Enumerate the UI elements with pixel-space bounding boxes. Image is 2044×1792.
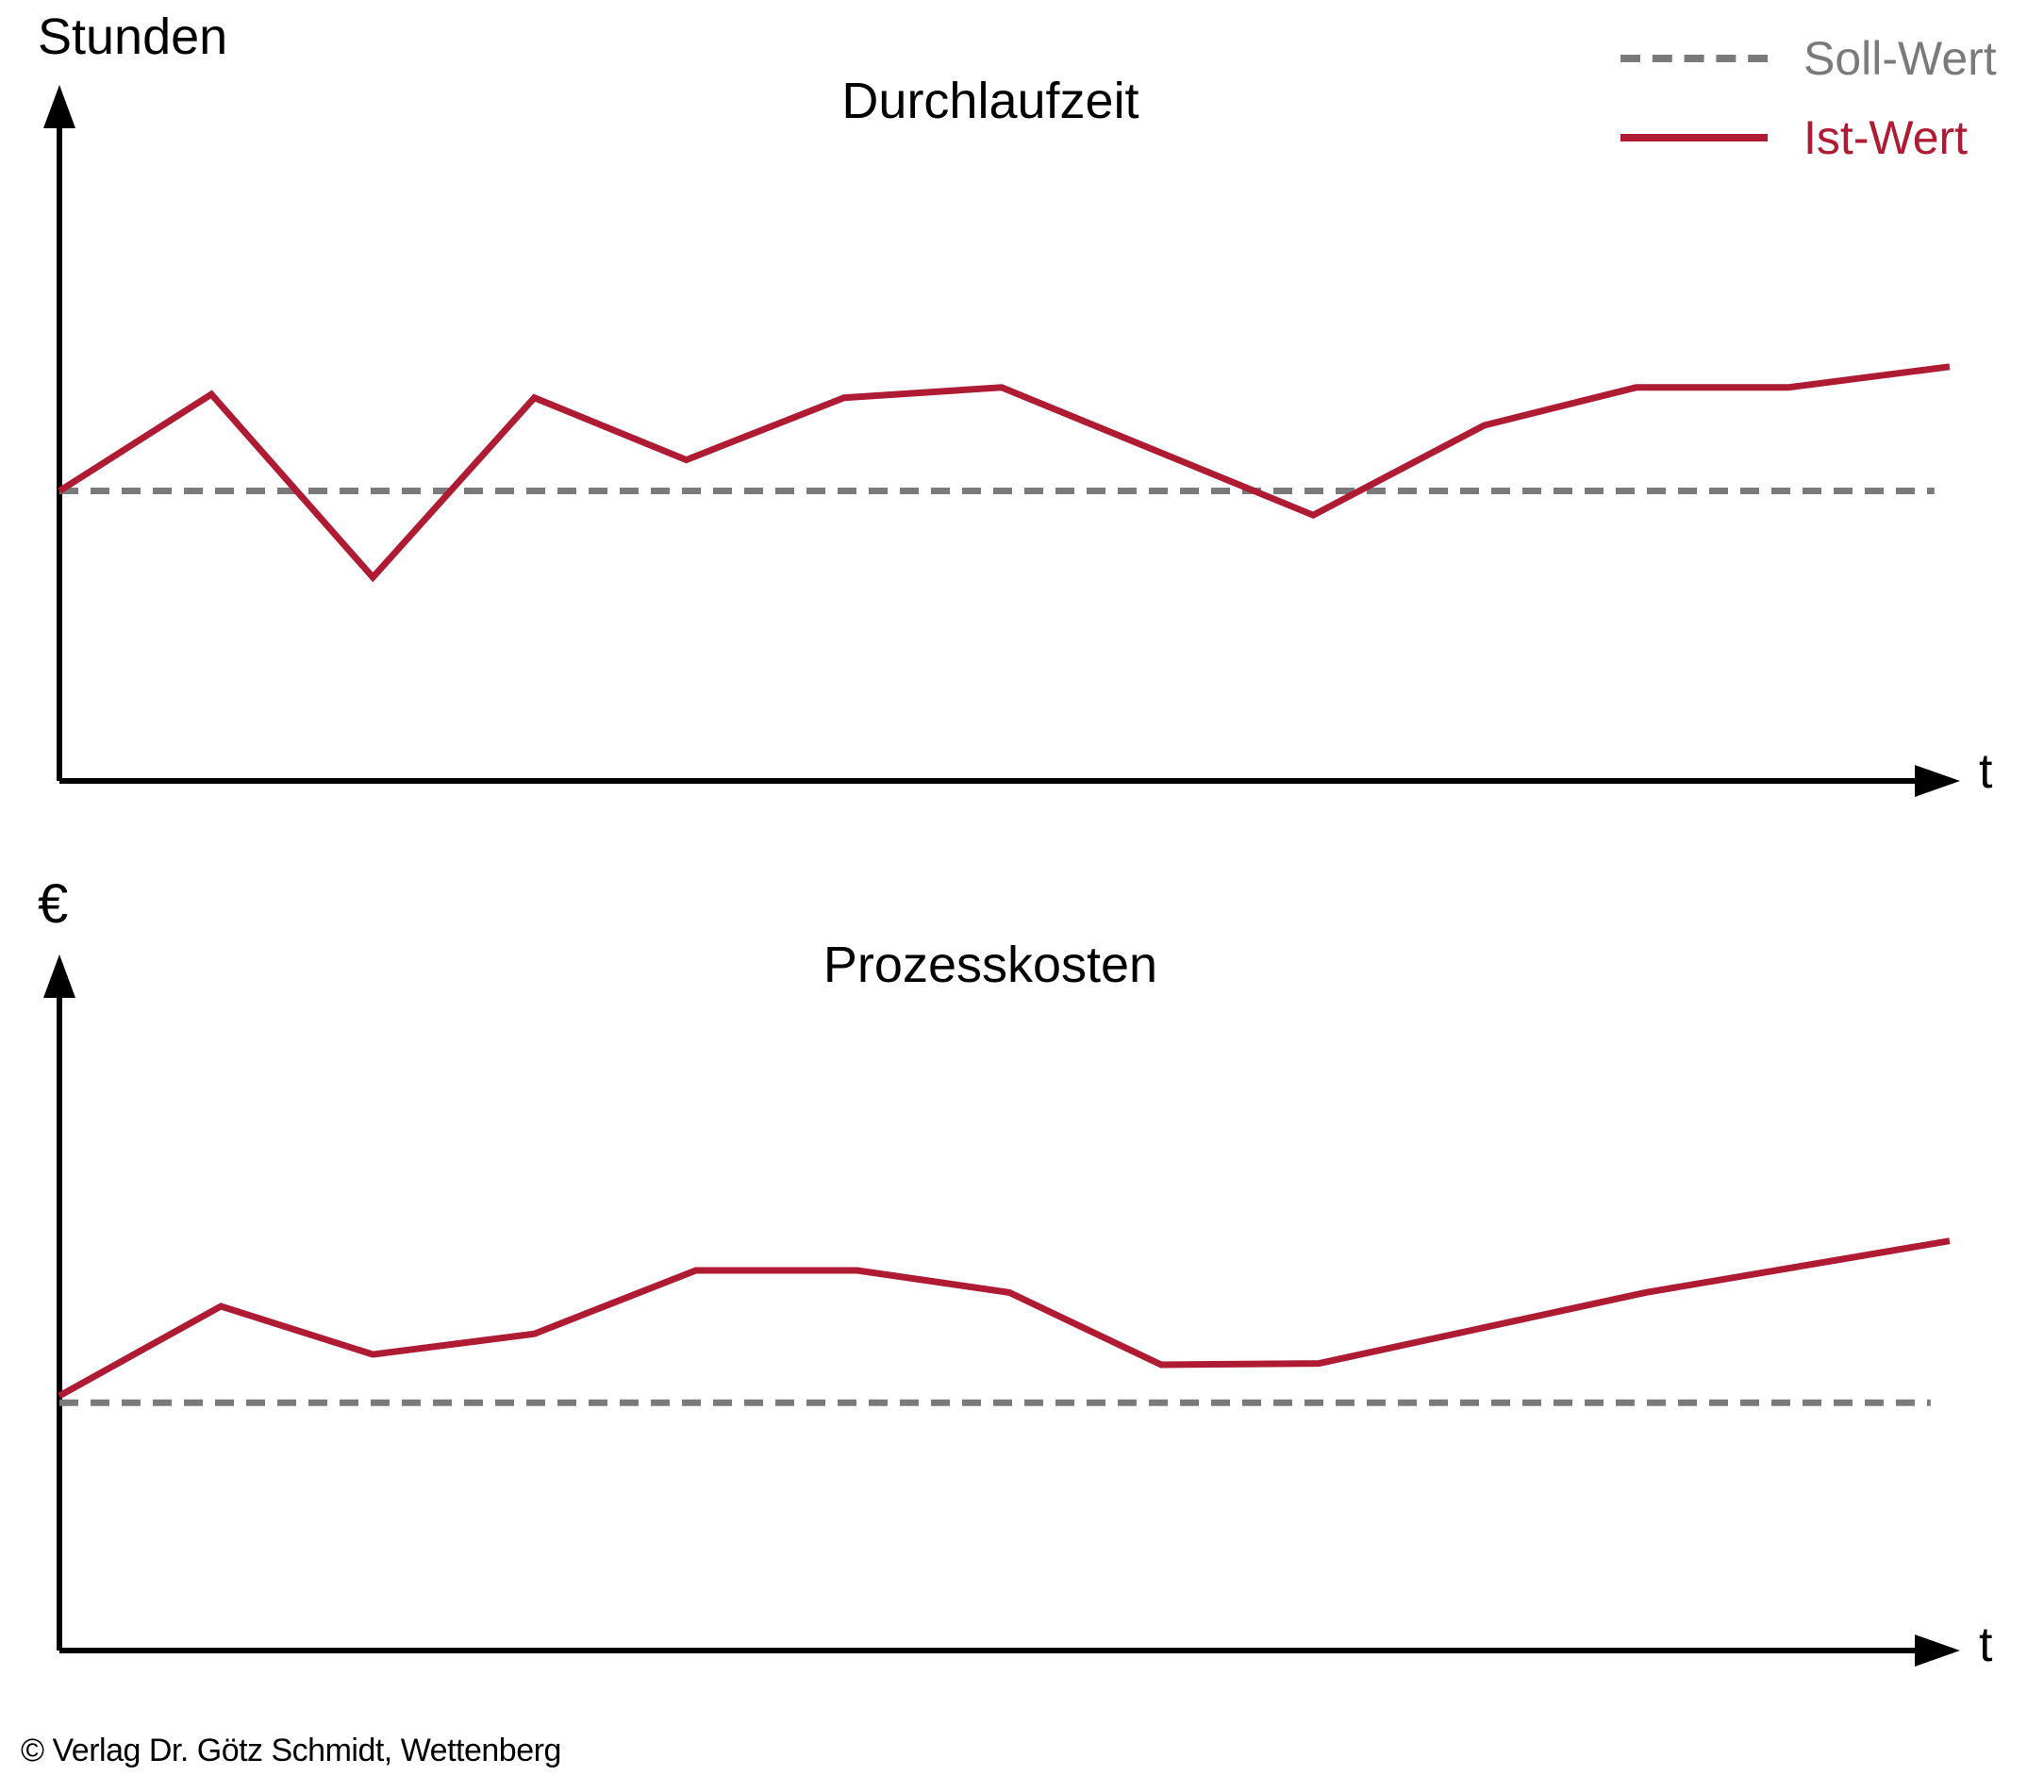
prozesskosten-plot [43,954,1960,1667]
legend: Soll-Wert Ist-Wert [1620,32,1997,191]
y-axis-arrow-icon [43,954,75,998]
y-axis-label: € [38,873,69,935]
y-axis-arrow-icon [43,85,75,128]
x-axis-label: t [1979,744,1993,799]
series-group [58,363,1951,583]
x-axis-arrow-icon [1915,1634,1960,1667]
legend-item-ist-wert: Ist-Wert [1620,111,1997,164]
x-axis-arrow-icon [1915,765,1960,797]
legend-item-soll-wert: Soll-Wert [1620,32,1997,85]
y-axis-label: Stunden [38,8,228,65]
x-axis-label: t [1979,1618,1993,1672]
solid-line-swatch-icon [1620,134,1768,141]
chart-prozesskosten: € Prozesskosten t [0,849,2044,1792]
chart-title: Prozesskosten [823,937,1158,993]
legend-label-ist-wert: Ist-Wert [1803,111,1969,164]
legend-label-soll-wert: Soll-Wert [1803,32,1997,85]
series-group [58,1237,1951,1406]
chart-title: Durchlaufzeit [841,73,1139,129]
copyright-notice: © Verlag Dr. Götz Schmidt, Wettenberg [21,1733,561,1768]
ist-wert-line [58,1237,1951,1399]
durchlaufzeit-plot [43,85,1960,797]
ist-wert-line [58,363,1951,583]
chart-durchlaufzeit: Stunden Durchlaufzeit t [0,0,2044,849]
dashed-line-swatch-icon [1620,55,1768,62]
